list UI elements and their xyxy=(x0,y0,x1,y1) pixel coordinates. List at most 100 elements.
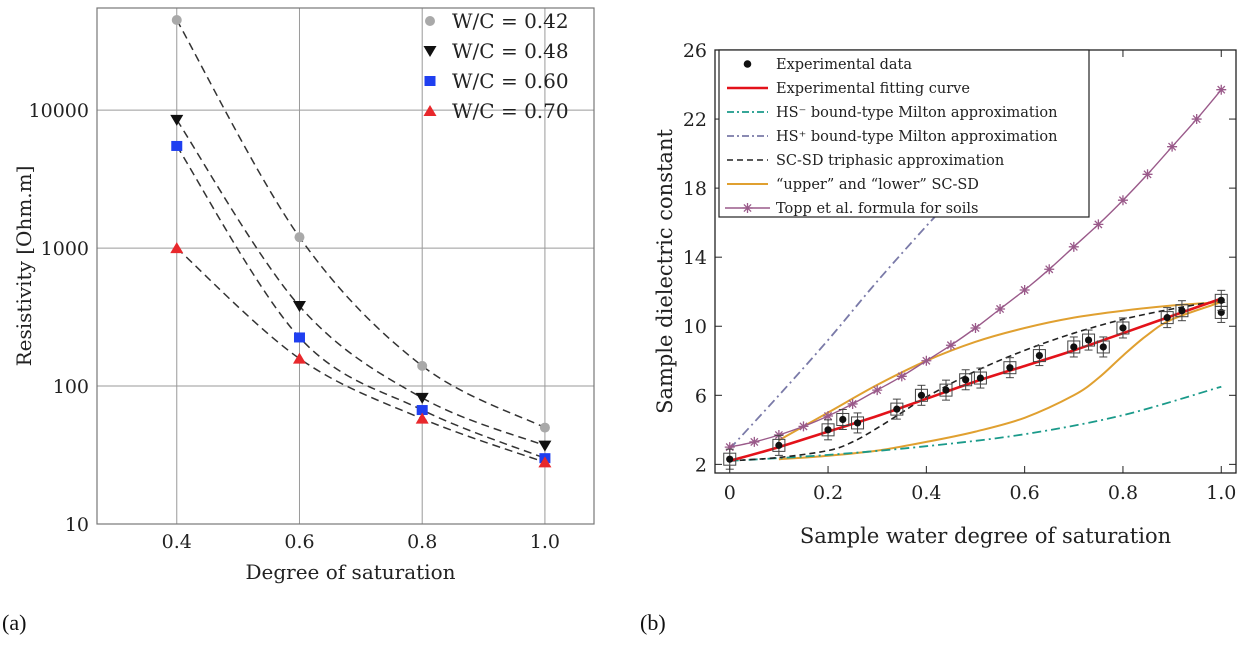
topp-marker xyxy=(995,303,1006,314)
experimental-point xyxy=(839,415,847,424)
y-axis-label: Resistivity [Ohm.m] xyxy=(12,166,36,367)
trend-line-2 xyxy=(176,145,546,459)
experimental-point xyxy=(893,405,901,413)
data-point xyxy=(538,456,552,468)
legend-symbol xyxy=(742,203,753,213)
data-point xyxy=(171,140,183,151)
legend-label: W/C = 0.48 xyxy=(452,39,569,63)
legend-marker xyxy=(423,105,437,116)
panel-label-a: (a) xyxy=(2,610,26,635)
experimental-point xyxy=(1119,324,1127,332)
x-tick-label: 0.6 xyxy=(284,531,314,553)
hs-plus-curve xyxy=(729,199,952,450)
data-point xyxy=(171,15,182,26)
legend-marker xyxy=(423,46,437,57)
experimental-point xyxy=(942,386,950,394)
hs-minus-curve xyxy=(729,385,1222,462)
legend-label: SC-SD triphasic approximation xyxy=(776,153,1004,169)
data-point xyxy=(170,114,184,126)
experimental-point xyxy=(1084,336,1093,344)
experimental-point xyxy=(775,441,783,449)
y-tick-label: 10 xyxy=(65,514,89,536)
experimental-point xyxy=(1006,364,1014,372)
experimental-point xyxy=(853,419,862,427)
y-tick-label: 10 xyxy=(683,316,707,338)
legend-label: Experimental data xyxy=(776,57,912,73)
y-tick-label: 6 xyxy=(695,385,707,407)
x-tick-label: 0 xyxy=(724,482,736,504)
x-tick-label: 1.0 xyxy=(530,531,560,553)
fitting-curve xyxy=(729,297,1222,463)
legend-label: “upper” and “lower” SC-SD xyxy=(776,177,979,193)
data-point xyxy=(293,332,305,343)
topp-marker xyxy=(847,398,858,409)
topp-marker xyxy=(1117,195,1128,206)
topp-marker xyxy=(1093,219,1104,230)
data-point xyxy=(292,352,306,364)
topp-marker xyxy=(1044,264,1055,275)
topp-marker xyxy=(1019,284,1030,295)
chart-a: 0.4 0.6 0.8 1.0 10 100 1000 10000 Degree of satu… xyxy=(12,7,595,584)
panel-label-b: (b) xyxy=(640,610,666,635)
y-tick-label: 26 xyxy=(683,40,707,62)
legend-label: Topp et al. formula for soils xyxy=(776,201,979,217)
y-tick-label: 1000 xyxy=(41,238,89,260)
topp-marker xyxy=(724,442,735,453)
y-tick-label: 10000 xyxy=(29,100,89,122)
trend-line-1 xyxy=(176,119,546,447)
x-tick-label: 0.4 xyxy=(911,482,941,504)
topp-marker xyxy=(921,355,932,366)
x-tick-label: 0.6 xyxy=(1010,482,1040,504)
data-point xyxy=(416,405,428,416)
upper-scsd-curve xyxy=(778,301,1222,442)
y-tick-label: 2 xyxy=(695,454,707,476)
topp-marker xyxy=(1191,114,1202,125)
experimental-point xyxy=(1070,343,1078,351)
experimental-point xyxy=(1099,343,1107,351)
data-point xyxy=(417,360,428,371)
trend-line-3 xyxy=(176,247,546,464)
experimental-point xyxy=(976,374,985,382)
legend-box xyxy=(718,49,1090,218)
experimental-point xyxy=(1217,296,1225,304)
legend-symbol xyxy=(743,60,752,68)
x-tick-label: 0.2 xyxy=(813,482,843,504)
plot-frame xyxy=(96,7,595,525)
topp-marker xyxy=(1216,84,1227,95)
y-tick-label: 22 xyxy=(683,109,707,131)
topp-marker xyxy=(1167,141,1178,152)
legend-label: Experimental fitting curve xyxy=(776,81,970,97)
x-tick-label: 1.0 xyxy=(1206,482,1236,504)
y-tick-label: 100 xyxy=(53,376,89,398)
legend-label: W/C = 0.42 xyxy=(452,9,569,33)
topp-marker xyxy=(823,411,834,422)
legend-label: W/C = 0.70 xyxy=(452,99,569,123)
y-tick-label: 18 xyxy=(683,178,707,200)
y-axis-label: Sample dielectric constant xyxy=(653,129,677,414)
topp-marker xyxy=(872,385,883,396)
x-axis-label: Sample water degree of saturation xyxy=(800,524,1171,548)
experimental-point xyxy=(824,426,832,434)
lower-scsd-curve xyxy=(778,301,1222,461)
legend-label: HS⁺ bound-type Milton approximation xyxy=(776,129,1057,145)
x-tick-label: 0.4 xyxy=(162,531,192,553)
topp-marker xyxy=(749,436,760,447)
data-point xyxy=(170,242,184,254)
legend-label: HS⁻ bound-type Milton approximation xyxy=(776,105,1057,121)
experimental-point xyxy=(1035,351,1043,360)
data-point xyxy=(294,232,305,243)
topp-marker xyxy=(945,340,956,351)
x-tick-label: 0.8 xyxy=(407,531,437,553)
data-point xyxy=(538,440,552,452)
topp-marker xyxy=(798,421,809,432)
legend-marker xyxy=(425,16,435,26)
topp-marker xyxy=(896,371,907,382)
legend-label: W/C = 0.60 xyxy=(452,69,569,93)
experimental-point xyxy=(917,391,926,399)
trend-line-0 xyxy=(176,19,546,429)
topp-marker xyxy=(1142,169,1153,180)
experimental-point xyxy=(1163,314,1171,322)
